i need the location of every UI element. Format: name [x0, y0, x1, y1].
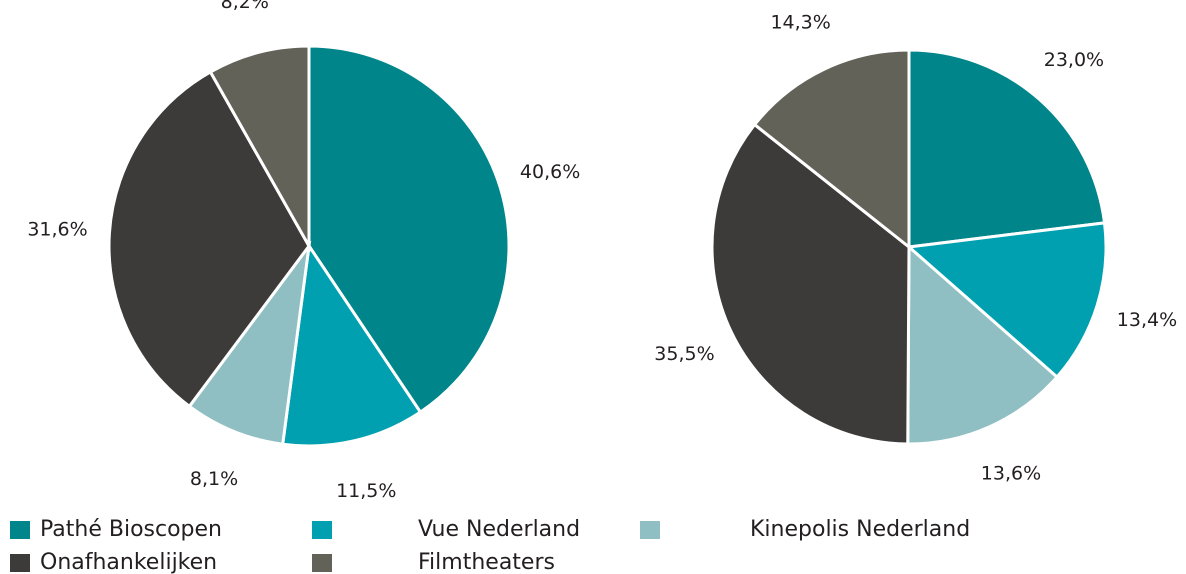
data-label: 14,3%	[770, 11, 830, 33]
data-label: 8,1%	[190, 468, 238, 490]
legend-swatch	[640, 521, 660, 539]
data-label: 8,2%	[221, 0, 269, 13]
data-label: 35,5%	[654, 343, 714, 365]
pie-slice	[107, 69, 311, 409]
legend-label: Vue Nederland	[418, 517, 580, 542]
pie-slice	[752, 48, 911, 251]
data-label: 11,5%	[336, 480, 396, 502]
legend-swatch	[312, 521, 332, 539]
legend-label: Onafhankelijken	[40, 550, 217, 574]
pie-slice	[906, 243, 1060, 446]
data-label: 40,6%	[520, 161, 580, 183]
pie-slice	[208, 44, 311, 252]
legend-swatch	[10, 554, 30, 572]
pie-slice	[307, 44, 511, 415]
data-label: 13,6%	[981, 463, 1041, 485]
pie-slice	[710, 122, 911, 446]
legend-swatch	[10, 521, 30, 539]
data-label: 31,6%	[27, 219, 87, 241]
pie-slice	[905, 221, 1108, 380]
pie-slice	[281, 241, 423, 448]
data-label: 23,0%	[1044, 49, 1104, 71]
pie-slice	[187, 240, 312, 446]
legend-label: Filmtheaters	[418, 550, 555, 574]
legend-label: Pathé Bioscopen	[40, 517, 222, 542]
legend-swatch	[312, 554, 332, 572]
pie-slice	[907, 48, 1107, 249]
legend-label: Kinepolis Nederland	[750, 517, 970, 542]
data-label: 13,4%	[1117, 309, 1177, 331]
